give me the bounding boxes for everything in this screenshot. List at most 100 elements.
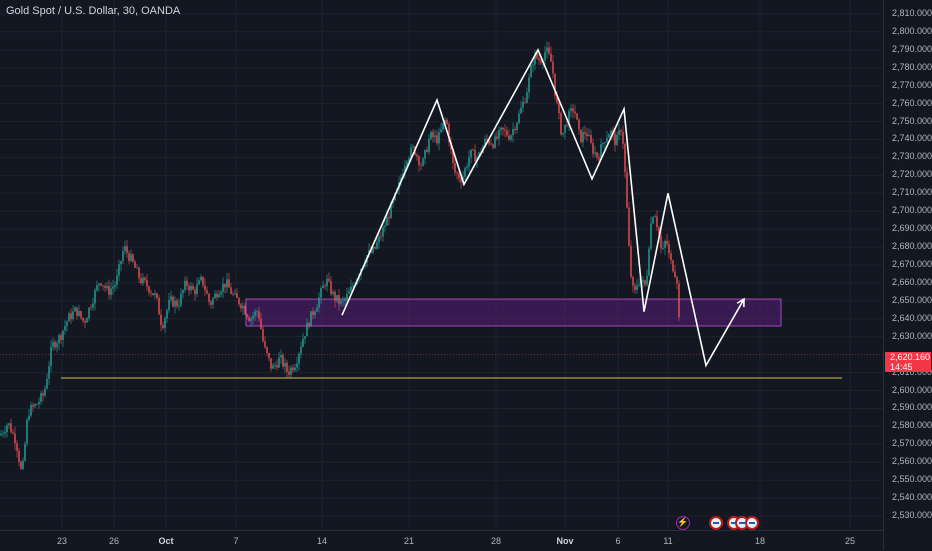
price-axis[interactable]: 2,810.000 2,800.000 2,790.000 2,780.000 2,77… — [883, 0, 932, 550]
candle-body — [258, 311, 260, 319]
candle-body — [36, 404, 38, 405]
candle-body — [106, 285, 108, 288]
candle-body — [378, 236, 380, 243]
candle-body — [382, 227, 384, 237]
candle-body — [18, 450, 20, 462]
time-tick-label: 14 — [316, 536, 328, 546]
candle-body — [556, 95, 558, 104]
candle-body — [426, 149, 428, 152]
candle-body — [16, 443, 18, 451]
lightning-icon[interactable]: ⚡ — [676, 516, 690, 530]
candle-body — [304, 336, 306, 339]
candle-body — [146, 280, 148, 287]
candle-body — [512, 129, 514, 136]
candle-body — [678, 283, 680, 318]
candle-body — [594, 152, 596, 154]
candle-body — [670, 253, 672, 261]
candle-body — [546, 47, 548, 52]
candle-body — [580, 129, 582, 143]
us-flag-icon[interactable] — [745, 516, 759, 530]
candle-body — [152, 293, 154, 296]
candle-body — [622, 131, 624, 144]
time-tick-label: Nov — [556, 536, 574, 546]
candle-body — [510, 135, 512, 140]
candle-body — [122, 250, 124, 262]
candle-body — [256, 311, 258, 313]
candle-body — [72, 311, 74, 320]
candle-body — [290, 367, 292, 375]
candle-body — [164, 318, 166, 328]
candle-body — [584, 132, 586, 134]
candle-body — [370, 250, 372, 253]
candle-body — [270, 358, 272, 369]
price-tick-label: 2,570.000 — [892, 438, 932, 449]
candle-body — [312, 311, 314, 316]
time-tick-label: 21 — [403, 536, 415, 546]
time-axis[interactable]: 23 26 Oct 7 14 21 28 Nov 6 11 18 25 — [0, 530, 883, 551]
candle-body — [324, 285, 326, 287]
candle-body — [308, 322, 310, 327]
candle-body — [338, 295, 340, 304]
candle-body — [600, 144, 602, 160]
candle-body — [8, 423, 10, 426]
candle-body — [294, 367, 296, 371]
chart-area[interactable]: Gold Spot / U.S. Dollar, 30, OANDA — [0, 0, 883, 530]
candle-body — [350, 286, 352, 292]
candle-body — [566, 124, 568, 126]
candle-body — [326, 278, 328, 287]
candle-body — [588, 134, 590, 137]
candle-body — [424, 149, 426, 159]
candle-body — [332, 291, 334, 295]
candle-body — [624, 143, 626, 173]
candle-body — [504, 129, 506, 131]
candle-body — [316, 307, 318, 312]
candle-body — [376, 242, 378, 249]
candle-body — [468, 157, 470, 167]
candle-body — [192, 285, 194, 290]
candle-body — [348, 291, 350, 294]
candle-body — [524, 102, 526, 103]
candle-body — [478, 152, 480, 158]
candle-body — [40, 393, 42, 402]
candle-body — [202, 276, 204, 286]
candle-body — [220, 291, 222, 295]
candle-body — [128, 253, 130, 261]
candle-body — [664, 240, 666, 249]
candle-body — [276, 364, 278, 368]
price-tick-label: 2,790.000 — [892, 43, 932, 54]
candle-body — [244, 305, 246, 315]
candle-body — [430, 131, 432, 139]
candle-body — [420, 164, 422, 166]
candle-body — [412, 146, 414, 148]
candle-body — [500, 127, 502, 130]
candle-body — [114, 284, 116, 287]
candle-body — [168, 299, 170, 311]
candle-body — [656, 216, 658, 228]
price-tick-label: 2,660.000 — [892, 276, 932, 287]
price-chart[interactable] — [0, 0, 883, 530]
candle-body — [54, 341, 56, 348]
candle-body — [672, 260, 674, 272]
candle-body — [568, 111, 570, 126]
candle-body — [530, 65, 532, 78]
candle-body — [242, 305, 244, 309]
candle-body — [318, 297, 320, 308]
candle-body — [212, 298, 214, 305]
candle-body — [632, 277, 634, 286]
time-tick-label: 11 — [663, 536, 673, 546]
candle-body — [218, 294, 220, 298]
candle-body — [232, 293, 234, 295]
candle-body — [20, 461, 22, 469]
candle-body — [170, 296, 172, 300]
candle-body — [554, 73, 556, 96]
candle-body — [28, 415, 30, 420]
candle-body — [262, 329, 264, 342]
candle-body — [564, 124, 566, 133]
price-tick-label: 2,760.000 — [892, 97, 932, 108]
price-tick-label: 2,640.000 — [892, 312, 932, 323]
price-tick-label: 2,780.000 — [892, 61, 932, 72]
us-flag-icon[interactable] — [709, 516, 723, 530]
candle-body — [418, 156, 420, 165]
symbol-title[interactable]: Gold Spot / U.S. Dollar, 30, OANDA — [6, 5, 181, 17]
candle-body — [186, 280, 188, 286]
